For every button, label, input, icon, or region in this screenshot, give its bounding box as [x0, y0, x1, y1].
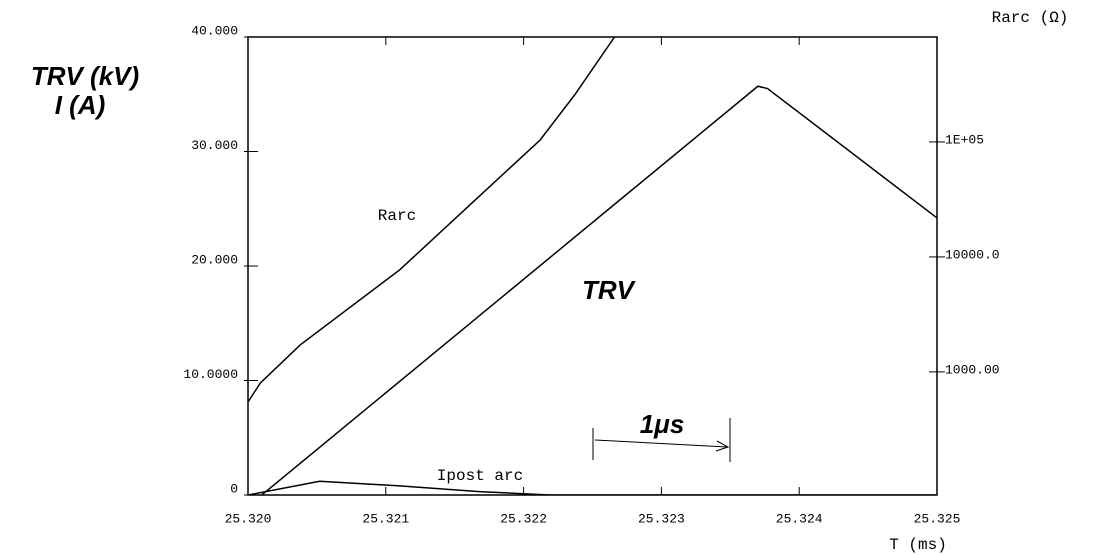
y-tick-label: 10.0000	[183, 367, 238, 382]
x-tick-label: 25.323	[638, 511, 685, 526]
y2-axis-label: Rarc (Ω)	[992, 9, 1069, 27]
y2-tick-label: 1000.00	[945, 362, 1000, 377]
plot-frame	[247, 36, 938, 496]
series-line	[248, 37, 616, 403]
annotation: Rarc	[378, 207, 416, 225]
series-line	[248, 480, 937, 495]
scale-arrow	[592, 418, 731, 462]
y2-tick-label: 1E+05	[945, 132, 984, 147]
series-line	[261, 85, 937, 495]
x-tick-label: 25.320	[225, 511, 272, 526]
y-axis-label: TRV (kV)	[31, 61, 139, 91]
y-tick-label: 0	[230, 481, 238, 496]
x-tick-label: 25.324	[776, 511, 823, 526]
y-tick-label: 20.000	[191, 252, 238, 267]
y2-tick-label: 10000.0	[945, 247, 1000, 262]
annotation: Ipost arc	[437, 467, 523, 485]
y-axis-label: I (A)	[55, 90, 106, 120]
x-tick-label: 25.321	[362, 511, 409, 526]
x-tick-label: 25.325	[914, 511, 961, 526]
x-tick-label: 25.322	[500, 511, 547, 526]
x-axis-label: T (ms)	[889, 536, 947, 554]
annotation: TRV	[582, 275, 637, 305]
annotation: 1μs	[640, 409, 685, 439]
y-tick-label: 40.000	[191, 23, 238, 38]
y-tick-label: 30.000	[191, 138, 238, 153]
